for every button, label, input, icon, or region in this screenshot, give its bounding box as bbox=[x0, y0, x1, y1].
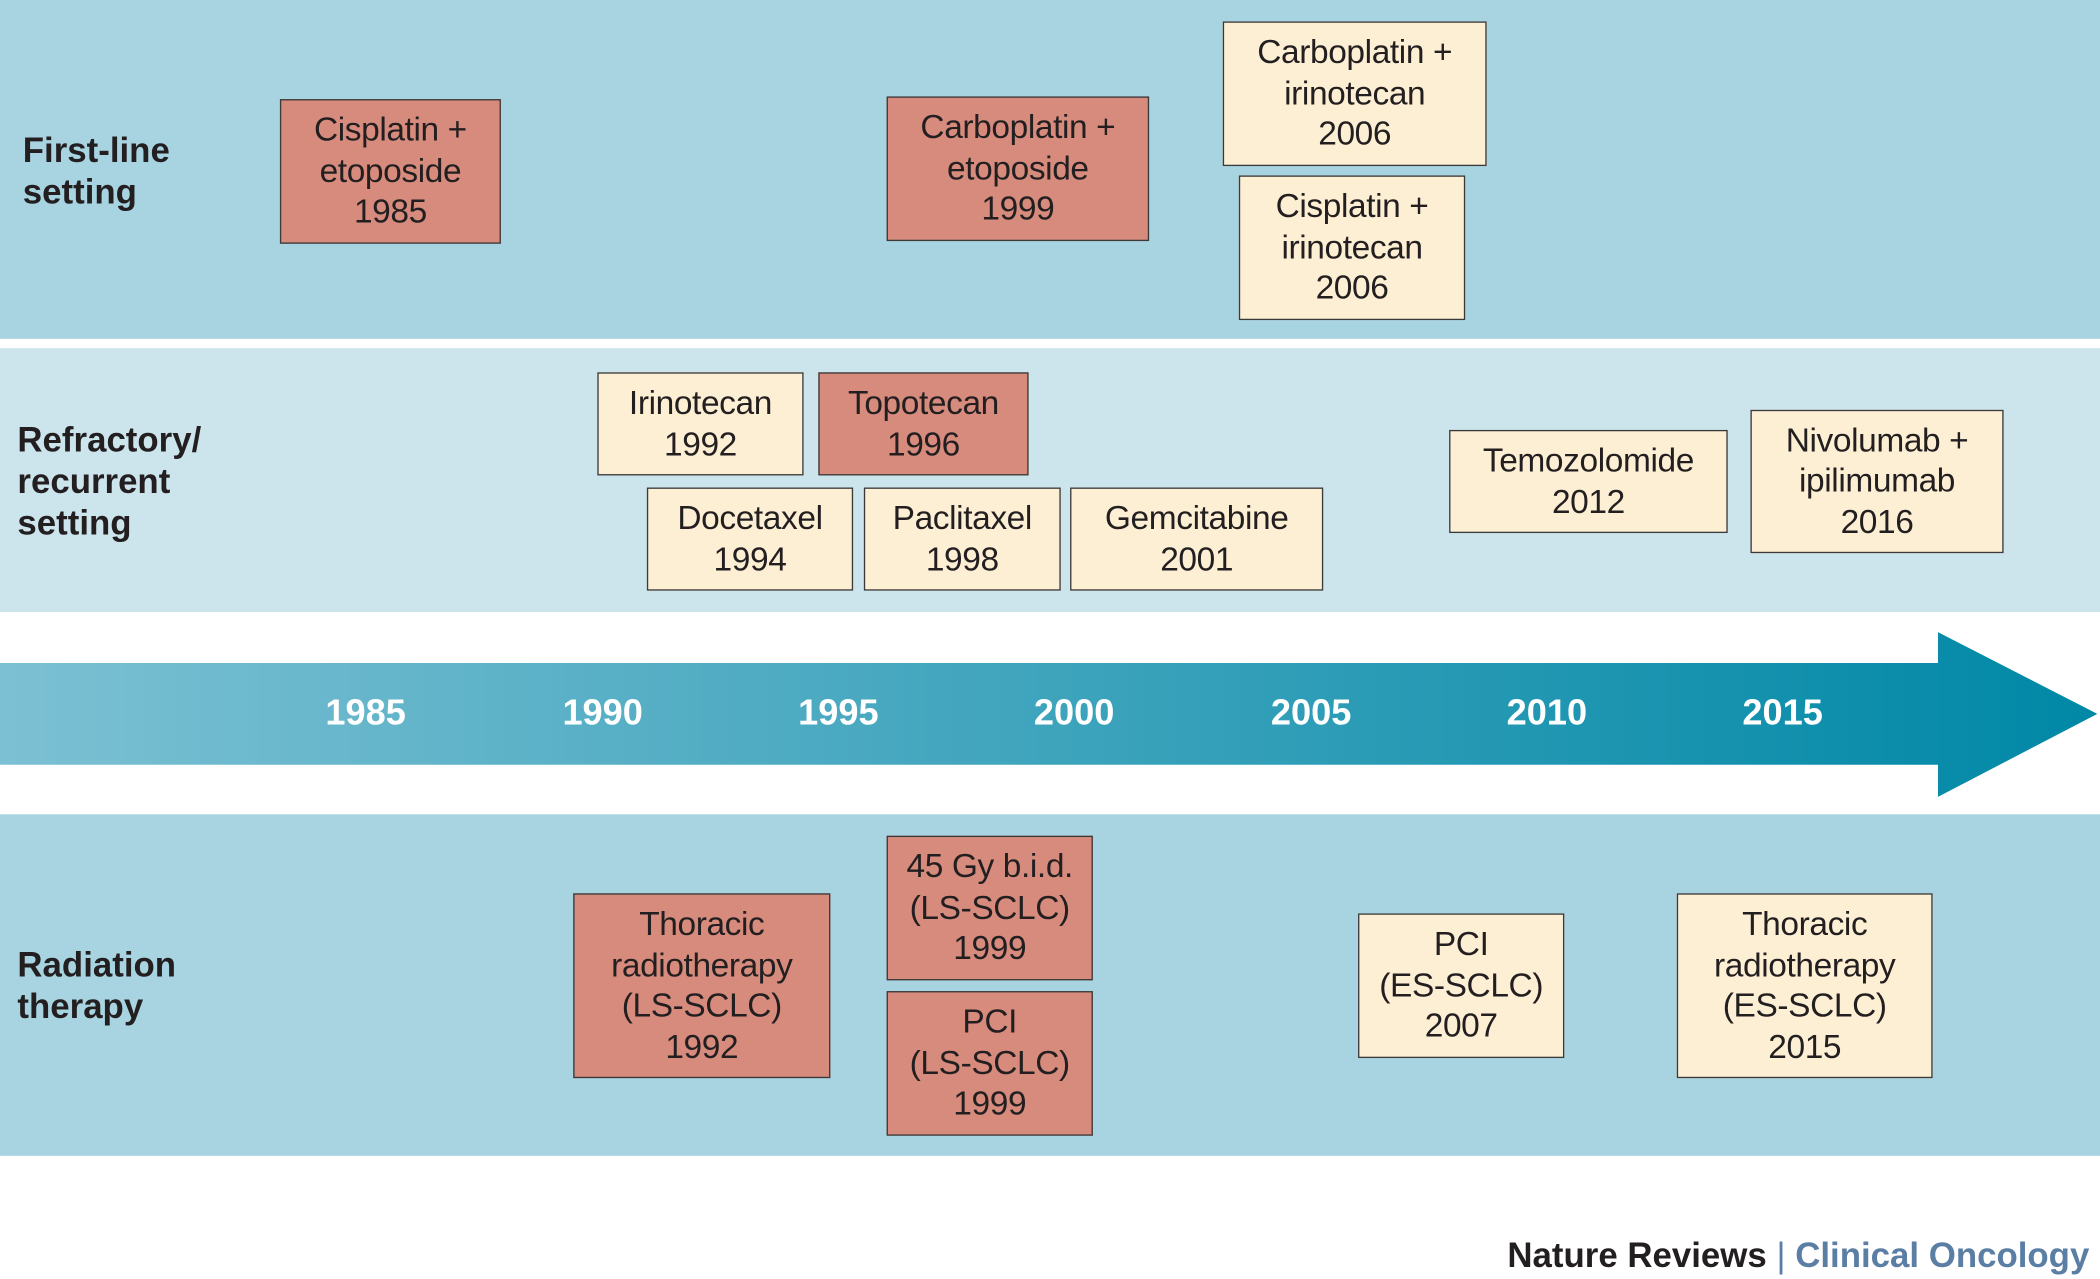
treatment-box-line: Thoracic bbox=[1742, 905, 1868, 943]
treatment-box-line: PCI bbox=[1433, 925, 1489, 964]
row-label-refractory: Refractory/ recurrent setting bbox=[17, 419, 201, 544]
row-label-first-line: First-line setting bbox=[23, 130, 170, 213]
row-label-line: setting bbox=[22, 171, 137, 212]
treatment-box: 45 Gy b.i.d. (LS-SCLC) 1999 bbox=[886, 835, 1093, 981]
treatment-box-line: Paclitaxel bbox=[892, 499, 1033, 538]
treatment-box: Docetaxel 1994 bbox=[646, 487, 854, 591]
treatment-box-line: 2001 bbox=[1160, 540, 1234, 578]
treatment-box-line: Topotecan bbox=[847, 384, 999, 422]
treatment-box-line: 2016 bbox=[1840, 503, 1914, 541]
treatment-box-line: Cisplatin + bbox=[1275, 187, 1429, 226]
timeline-year-2000: 2000 bbox=[1033, 692, 1115, 733]
treatment-box-line: 1994 bbox=[713, 540, 787, 578]
timeline-year-2015: 2015 bbox=[1742, 692, 1823, 733]
treatment-box-line: (LS-SCLC) bbox=[909, 888, 1071, 927]
treatment-box: Cisplatin + etoposide 1985 bbox=[279, 99, 501, 244]
treatment-box: Thoracic radiotherapy (LS-SCLC) 1992 bbox=[573, 893, 831, 1079]
timeline-year-1995: 1995 bbox=[798, 692, 879, 733]
timeline-year-2005: 2005 bbox=[1270, 692, 1352, 733]
treatment-box-line: radiotherapy bbox=[1714, 946, 1896, 984]
treatment-box: Gemcitabine 2001 bbox=[1070, 487, 1324, 591]
treatment-box-line: 1998 bbox=[925, 540, 999, 578]
treatment-box-line: irinotecan bbox=[1281, 228, 1423, 267]
treatment-box-line: Carboplatin + bbox=[1257, 33, 1453, 72]
treatment-box: Temozolomide 2012 bbox=[1449, 429, 1728, 534]
treatment-box-line: Cisplatin + bbox=[313, 111, 467, 149]
treatment-box-line: 1996 bbox=[886, 425, 960, 463]
row-label-line: therapy bbox=[17, 985, 144, 1026]
treatment-box-line: PCI bbox=[962, 1003, 1018, 1041]
treatment-box-line: 2012 bbox=[1551, 482, 1625, 521]
separator: | bbox=[1776, 1234, 1786, 1276]
treatment-box-line: 1999 bbox=[953, 929, 1027, 968]
treatment-box-line: 2006 bbox=[1318, 115, 1392, 154]
treatment-box-line: 1985 bbox=[353, 193, 427, 231]
treatment-box: Paclitaxel 1998 bbox=[863, 487, 1061, 591]
treatment-box-line: etoposide bbox=[947, 149, 1089, 188]
treatment-box-line: Docetaxel bbox=[677, 499, 823, 538]
treatment-box: Irinotecan 1992 bbox=[597, 372, 804, 476]
treatment-box-line: 1999 bbox=[981, 190, 1055, 229]
treatment-box-line: (ES-SCLC) bbox=[1379, 966, 1544, 1005]
treatment-box-line: irinotecan bbox=[1284, 74, 1426, 113]
treatment-box-line: Irinotecan bbox=[628, 384, 772, 422]
timeline-year-1990: 1990 bbox=[562, 692, 643, 733]
treatment-box: PCI (LS-SCLC) 1999 bbox=[886, 991, 1093, 1136]
treatment-box-line: (LS-SCLC) bbox=[621, 987, 783, 1025]
treatment-box: PCI (ES-SCLC) 2007 bbox=[1358, 913, 1565, 1059]
journal-name: Nature Reviews bbox=[1507, 1234, 1767, 1276]
treatment-box-line: (ES-SCLC) bbox=[1722, 987, 1887, 1025]
treatment-box: Nivolumab + ipilimumab 2016 bbox=[1750, 409, 2004, 554]
publisher-credit: Nature Reviews | Clinical Oncology bbox=[1507, 1235, 2089, 1277]
treatment-box-line: Temozolomide bbox=[1482, 441, 1694, 480]
treatment-box-line: 1992 bbox=[665, 1027, 739, 1066]
row-label-radiation: Radiation therapy bbox=[17, 944, 176, 1027]
treatment-box-line: 2015 bbox=[1768, 1027, 1842, 1066]
treatment-box-line: 1992 bbox=[663, 425, 737, 463]
treatment-box-line: etoposide bbox=[319, 152, 462, 190]
treatment-box-line: 1999 bbox=[953, 1085, 1027, 1123]
row-label-line: recurrent bbox=[17, 460, 171, 501]
treatment-box-line: Nivolumab + bbox=[1785, 421, 1969, 460]
treatment-box: Topotecan 1996 bbox=[818, 372, 1029, 476]
section-name: Clinical Oncology bbox=[1795, 1234, 2090, 1276]
timeline-year-2010: 2010 bbox=[1506, 692, 1588, 733]
treatment-box: Carboplatin + etoposide 1999 bbox=[886, 96, 1150, 242]
row-label-line: First-line bbox=[22, 129, 170, 171]
treatment-box-line: Carboplatin + bbox=[920, 108, 1116, 147]
timeline-year-1985: 1985 bbox=[325, 692, 406, 733]
treatment-box: Cisplatin + irinotecan 2006 bbox=[1238, 175, 1466, 321]
row-label-line: Radiation bbox=[17, 944, 177, 985]
treatment-box-line: Thoracic bbox=[639, 905, 765, 943]
row-label-line: setting bbox=[17, 502, 132, 543]
treatment-box-line: ipilimumab bbox=[1799, 462, 1956, 500]
treatment-box-line: (LS-SCLC) bbox=[909, 1044, 1071, 1082]
row-label-line: Refractory/ bbox=[17, 419, 202, 460]
timeline-arrow bbox=[0, 632, 2098, 797]
treatment-box-line: 2006 bbox=[1315, 269, 1389, 308]
treatment-box-line: 45 Gy b.i.d. bbox=[906, 848, 1074, 886]
treatment-box-line: radiotherapy bbox=[611, 946, 793, 984]
treatment-box-line: Gemcitabine bbox=[1104, 499, 1289, 538]
treatment-box: Thoracic radiotherapy (ES-SCLC) 2015 bbox=[1676, 893, 1933, 1079]
treatment-box-line: 2007 bbox=[1424, 1007, 1498, 1045]
treatment-box: Carboplatin + irinotecan 2006 bbox=[1222, 21, 1487, 167]
